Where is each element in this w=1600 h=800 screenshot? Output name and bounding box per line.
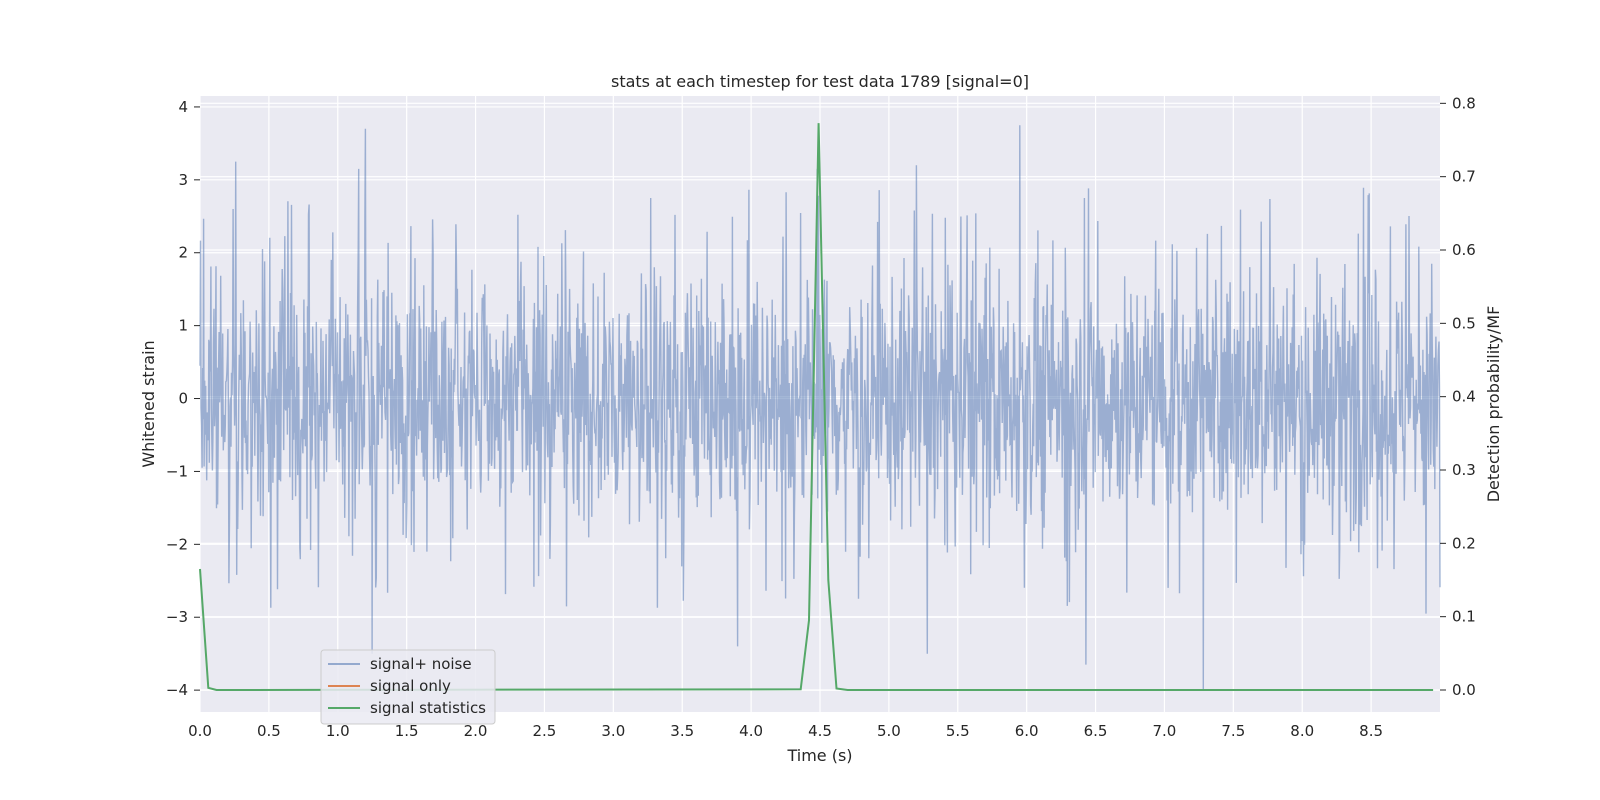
y-right-tick-label: 0.2 xyxy=(1452,534,1476,552)
x-tick-label: 4.0 xyxy=(739,722,763,740)
series-signal-statistics xyxy=(199,123,1434,691)
y-left-tick-label: 0 xyxy=(178,390,188,408)
y-right-tick-label: 0.0 xyxy=(1452,681,1476,699)
signal-statistics-line xyxy=(199,123,1434,691)
y-left-tick-label: −2 xyxy=(166,535,188,553)
x-tick-label: 1.5 xyxy=(395,722,419,740)
y-right-tick-label: 0.7 xyxy=(1452,168,1476,186)
x-tick-label: 7.5 xyxy=(1221,722,1245,740)
y-right-tick-label: 0.8 xyxy=(1452,94,1476,112)
legend-label-signal-statistics: signal statistics xyxy=(370,699,486,717)
y-right-tick-label: 0.1 xyxy=(1452,608,1476,626)
y-left-tick-label: −4 xyxy=(166,681,188,699)
x-tick-label: 5.0 xyxy=(877,722,901,740)
x-tick-label: 2.0 xyxy=(464,722,488,740)
x-axis: 0.0 0.5 1.0 1.5 2.0 2.5 3.0 3.5 4.0 4.5 5.0 5.5 6.0 6… xyxy=(188,722,1383,740)
x-tick-label: 8.5 xyxy=(1359,722,1383,740)
x-tick-label: 5.5 xyxy=(946,722,970,740)
y-left-tick-label: −1 xyxy=(166,462,188,480)
x-tick-label: 8.0 xyxy=(1290,722,1314,740)
y-left-tick-label: 1 xyxy=(178,317,188,335)
x-tick-label: 7.0 xyxy=(1153,722,1177,740)
y-right-tick-label: 0.3 xyxy=(1452,461,1476,479)
x-tick-label: 3.5 xyxy=(670,722,694,740)
legend: signal+ noise signal only signal statist… xyxy=(320,649,496,725)
y-right-tick-label: 0.6 xyxy=(1452,241,1476,259)
legend-box xyxy=(320,649,496,725)
x-axis-title: Time (s) xyxy=(786,746,852,765)
x-tick-label: 3.0 xyxy=(601,722,625,740)
y-left-tick-label: −3 xyxy=(166,608,188,626)
y-left-tick-label: 2 xyxy=(178,244,188,262)
y-right-tick-label: 0.4 xyxy=(1452,388,1476,406)
x-tick-label: 6.0 xyxy=(1015,722,1039,740)
x-tick-label: 0.0 xyxy=(188,722,212,740)
series-signal-noise xyxy=(199,125,1441,691)
signal-noise-line xyxy=(199,125,1441,691)
x-tick-label: 6.5 xyxy=(1084,722,1108,740)
x-tick-label: 4.5 xyxy=(808,722,832,740)
x-tick-label: 2.5 xyxy=(533,722,557,740)
legend-label-signal-noise: signal+ noise xyxy=(370,655,472,673)
x-tick-label: 1.0 xyxy=(326,722,350,740)
y-right-tick-label: 0.5 xyxy=(1452,314,1476,332)
legend-label-signal-only: signal only xyxy=(370,677,451,695)
y-axis-left-title: Whitened strain xyxy=(139,340,158,467)
y-left-tick-label: 3 xyxy=(178,171,188,189)
y-left-tick-label: 4 xyxy=(178,98,188,116)
y-axis-left: 4 3 2 1 0 −1 −2 −3 −4 xyxy=(166,98,200,699)
x-tick-label: 0.5 xyxy=(257,722,281,740)
chart-title: stats at each timestep for test data 178… xyxy=(611,72,1029,91)
y-axis-right: 0.8 0.7 0.6 0.5 0.4 0.3 0.2 0.1 0.0 xyxy=(1440,94,1476,699)
y-axis-right-title: Detection probability/MF xyxy=(1484,306,1503,503)
